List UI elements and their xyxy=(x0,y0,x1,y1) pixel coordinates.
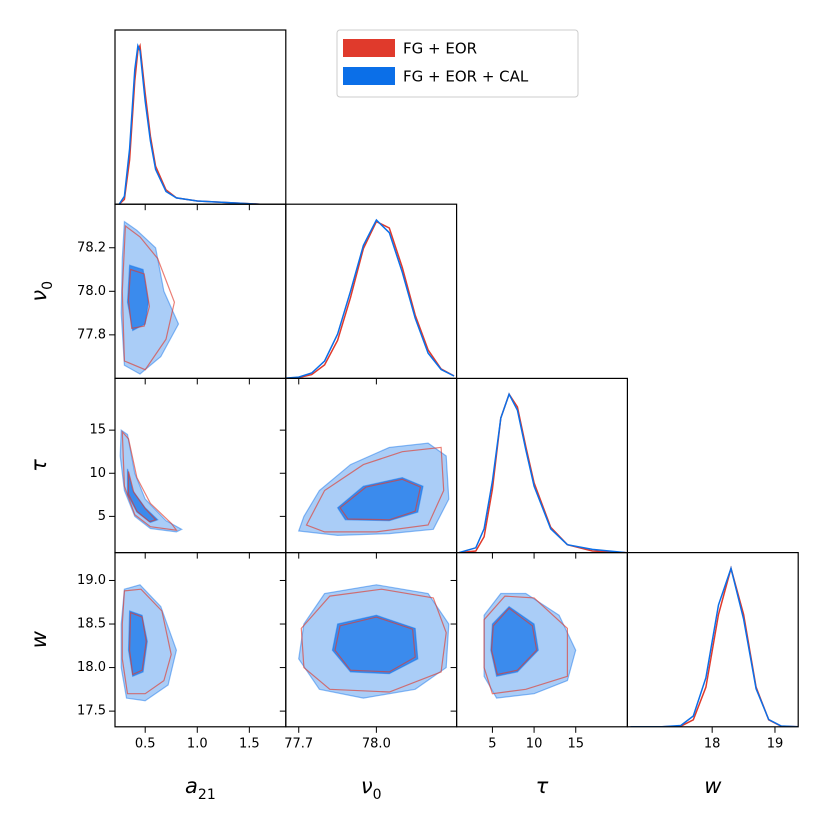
panel xyxy=(285,218,455,379)
contour xyxy=(127,610,148,678)
legend-label: FG + EOR + CAL xyxy=(403,68,529,86)
legend-label: FG + EOR xyxy=(403,40,477,58)
y-tick-label: 78.0 xyxy=(77,284,106,299)
density-curve xyxy=(630,565,799,727)
axis-label-symbol: τ xyxy=(536,774,549,798)
x-tick-label: 18 xyxy=(704,736,721,751)
contour xyxy=(300,588,447,693)
x-tick-label: 78.0 xyxy=(362,736,391,751)
axis-label-sub: 0 xyxy=(40,281,56,290)
legend-frame xyxy=(336,29,579,98)
axis-label-symbol: w xyxy=(704,774,722,798)
axis-label-sub: 0 xyxy=(373,787,382,803)
panel xyxy=(120,220,180,375)
y-tick-label: 78.2 xyxy=(77,240,106,255)
contour xyxy=(127,471,157,523)
y-tick-label: 10 xyxy=(89,466,106,481)
panel xyxy=(458,392,626,553)
axis-label-sub: 21 xyxy=(198,787,216,803)
density-curve xyxy=(118,43,260,205)
axis-label: ν0 xyxy=(27,281,56,302)
contour xyxy=(490,605,539,678)
contour xyxy=(121,224,176,371)
density-curve xyxy=(285,220,455,379)
y-tick-label: 5 xyxy=(98,509,106,524)
y-tick-label: 77.8 xyxy=(77,327,106,342)
y-tick-label: 18.5 xyxy=(77,617,106,632)
contour xyxy=(483,595,569,695)
axis-label: τ xyxy=(27,459,51,472)
x-tick-label: 19 xyxy=(767,736,784,751)
density-curve xyxy=(630,565,799,727)
panel xyxy=(483,592,577,699)
x-tick-label: 77.7 xyxy=(284,736,313,751)
legend-swatch xyxy=(343,67,395,85)
contour xyxy=(127,268,151,330)
axis-label-symbol: w xyxy=(27,630,51,648)
x-tick-label: 0.5 xyxy=(135,736,156,751)
panel-frame xyxy=(456,377,629,554)
contour xyxy=(121,588,172,695)
x-tick-label: 10 xyxy=(526,736,543,751)
axis-label-symbol: a xyxy=(185,774,198,798)
legend-swatch xyxy=(343,39,395,57)
legend: FG + EOR FG + EOR + CAL xyxy=(336,29,579,98)
axis-label-symbol: ν xyxy=(361,774,373,798)
x-tick-label: 5 xyxy=(488,736,496,751)
panel xyxy=(119,428,184,533)
axis-label: w xyxy=(27,630,51,648)
panel xyxy=(118,42,260,205)
contour xyxy=(490,607,538,676)
panel-frame xyxy=(626,551,799,728)
y-tick-label: 18.0 xyxy=(77,660,106,675)
density-curve xyxy=(458,392,626,553)
panel xyxy=(298,584,450,699)
x-tick-label: 1.5 xyxy=(239,736,260,751)
x-tick-label: 1.0 xyxy=(187,736,208,751)
axis-label-symbol: ν xyxy=(27,290,51,302)
contour xyxy=(334,616,416,673)
contour xyxy=(331,614,419,675)
contour xyxy=(121,430,178,531)
contour xyxy=(305,446,445,533)
contour xyxy=(120,220,180,375)
contour xyxy=(339,478,422,521)
y-tick-label: 19.0 xyxy=(77,573,106,588)
density-curve xyxy=(118,42,260,205)
y-tick-label: 15 xyxy=(89,423,106,438)
axis-label: w xyxy=(704,774,722,798)
axis-label-symbol: τ xyxy=(27,459,51,472)
panel xyxy=(297,442,450,537)
contour xyxy=(336,476,424,522)
panel xyxy=(630,565,799,727)
panel xyxy=(120,584,178,702)
axis-label: a21 xyxy=(185,774,216,803)
axis-label: ν0 xyxy=(361,774,382,803)
contour xyxy=(128,611,147,676)
panel-frame xyxy=(114,377,287,554)
x-tick-label: 15 xyxy=(567,736,584,751)
axis-label: τ xyxy=(536,774,549,798)
y-tick-label: 17.5 xyxy=(77,704,106,719)
density-curve xyxy=(285,218,455,379)
